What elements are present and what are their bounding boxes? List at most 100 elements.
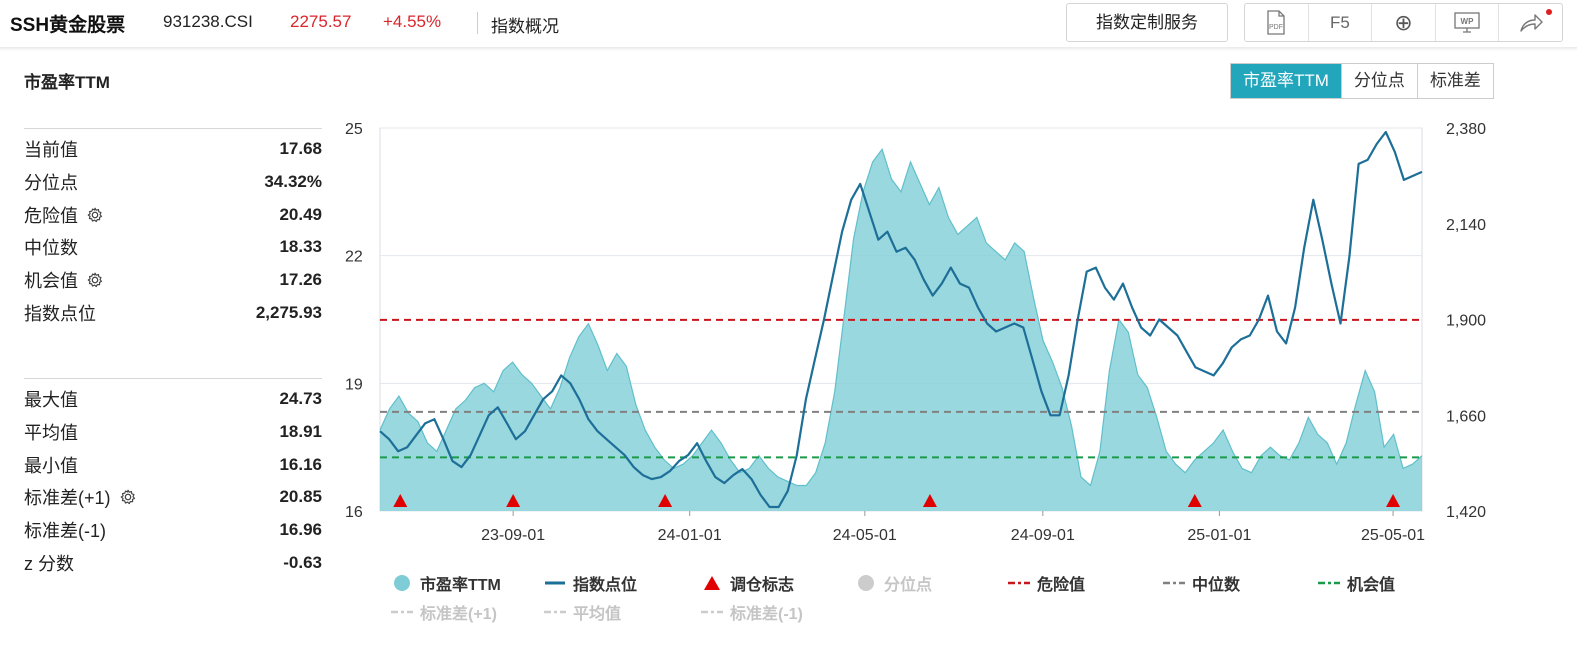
share-icon[interactable] (1499, 4, 1562, 41)
header-shadow (0, 47, 1577, 51)
y-left-tick-label: 16 (345, 504, 363, 521)
stat-value: 24.73 (279, 389, 322, 409)
stat-label: 指数点位 (24, 303, 96, 324)
metric-tabs: 市盈率TTM 分位点 标准差 (1230, 63, 1494, 99)
legend-item[interactable]: 平均值 (543, 600, 700, 624)
stat-label: 最大值 (24, 390, 78, 411)
index-price: 2275.57 (290, 12, 352, 31)
rebalance-marker (1187, 494, 1202, 507)
stat-label: 最小值 (24, 455, 78, 476)
legend-label: 中位数 (1192, 577, 1241, 594)
custom-service-button[interactable]: 指数定制服务 (1066, 3, 1228, 42)
legend-label: 平均值 (573, 606, 622, 623)
legend-row-2: 标准差(+1) 平均值 标准差(-1) (390, 600, 854, 624)
legend-circle-icon (858, 575, 874, 591)
stat-label: z 分数 (24, 553, 75, 574)
current-stats: 当前值 17.68 分位点 34.32% 危险值 20.49 中位数 18.33 机会值 17.2… (24, 128, 322, 329)
gear-icon[interactable] (86, 271, 104, 289)
stat-value: 16.96 (279, 520, 322, 540)
legend-line-icon (545, 581, 565, 585)
y-right-tick-label: 2,380 (1446, 121, 1486, 138)
legend-label: 机会值 (1347, 577, 1396, 594)
header-divider (477, 12, 478, 34)
legend-triangle-icon (704, 576, 720, 590)
tab-2[interactable]: 标准差 (1417, 64, 1493, 98)
legend-label: 标准差(+1) (420, 606, 497, 623)
panel-title: 市盈率TTM (24, 73, 110, 92)
legend-item[interactable]: 中位数 (1162, 571, 1317, 595)
stat-row: 当前值 17.68 (24, 133, 322, 166)
legend-dash-icon (1008, 581, 1030, 585)
stat-row: 中位数 18.33 (24, 231, 322, 264)
stat-value: -0.63 (283, 552, 322, 572)
stat-label: 机会值 (24, 267, 104, 293)
rebalance-marker (506, 494, 521, 507)
stat-label: 标准差(-1) (24, 521, 106, 542)
stat-value: 17.68 (279, 139, 322, 159)
legend-dash-icon (544, 610, 566, 614)
y-left-tick-label: 19 (345, 376, 363, 393)
pdf-icon-label: PDF (1269, 24, 1283, 31)
gear-icon[interactable] (86, 206, 104, 224)
stat-value: 18.33 (279, 237, 322, 257)
index-change: +4.55% (383, 12, 442, 31)
stat-row: z 分数 -0.63 (24, 546, 322, 579)
tab-1[interactable]: 分位点 (1341, 64, 1418, 98)
legend-item[interactable]: 调仓标志 (700, 571, 854, 595)
stat-row: 分位点 34.32% (24, 166, 322, 199)
pdf-icon[interactable]: PDF (1245, 4, 1309, 41)
legend-item[interactable]: 分位点 (854, 571, 1007, 595)
stat-label: 中位数 (24, 238, 78, 259)
add-icon[interactable]: ⊕ (1372, 4, 1436, 41)
gear-icon[interactable] (119, 488, 137, 506)
stat-label: 当前值 (24, 140, 78, 161)
x-tick-label: 23-09-01 (481, 527, 545, 544)
legend-item[interactable]: 市盈率TTM (390, 571, 543, 595)
legend-label: 危险值 (1037, 577, 1086, 594)
rebalance-marker (1386, 494, 1401, 507)
y-left-tick-label: 25 (345, 121, 363, 138)
legend-row-1: 市盈率TTM 指数点位 调仓标志 分位点 危险值 中位数 机会值 (390, 571, 1447, 595)
legend-item[interactable]: 标准差(+1) (390, 600, 543, 624)
legend-label: 调仓标志 (730, 577, 795, 594)
legend-item[interactable]: 危险值 (1007, 571, 1162, 595)
stat-label: 危险值 (24, 202, 104, 228)
stat-value: 20.85 (279, 487, 322, 507)
x-tick-label: 24-09-01 (1011, 527, 1075, 544)
stat-row: 最小值 16.16 (24, 448, 322, 481)
y-left-tick-label: 22 (345, 249, 363, 266)
toolbar: PDF F5 ⊕ WP (1244, 3, 1563, 42)
tab-0[interactable]: 市盈率TTM (1231, 64, 1342, 98)
stat-value: 20.49 (279, 204, 322, 224)
y-right-tick-label: 2,140 (1446, 217, 1486, 234)
top-bar: SSH黄金股票 931238.CSI 2275.57 +4.55% 指数概况 指… (0, 0, 1577, 48)
stat-row: 平均值 18.91 (24, 416, 322, 449)
legend-item[interactable]: 机会值 (1317, 571, 1447, 595)
x-tick-label: 24-05-01 (833, 527, 897, 544)
legend-label: 分位点 (884, 577, 933, 594)
rebalance-marker (922, 494, 937, 507)
y-right-tick-label: 1,900 (1446, 313, 1486, 330)
stat-value: 34.32% (264, 172, 322, 192)
wp-icon[interactable]: WP (1436, 4, 1500, 41)
x-tick-label: 25-05-01 (1361, 527, 1425, 544)
x-tick-label: 24-01-01 (658, 527, 722, 544)
stats-divider (24, 128, 322, 129)
notification-dot (1545, 9, 1552, 15)
wp-icon-label: WP (1461, 17, 1475, 26)
history-stats: 最大值 24.73 平均值 18.91 最小值 16.16 标准差(+1) 20.85 标准差(… (24, 378, 322, 579)
pe-chart: 16 19 22 25 1,420 1,660 1,900 2,140 2,380 23-09-0… (345, 121, 1486, 544)
stat-label: 分位点 (24, 173, 78, 194)
f5-refresh-button[interactable]: F5 (1309, 4, 1373, 41)
index-line (379, 130, 1423, 509)
legend-item[interactable]: 标准差(-1) (700, 600, 854, 624)
x-tick-label: 25-01-01 (1187, 527, 1251, 544)
y-right-tick-label: 1,660 (1446, 408, 1486, 425)
stats-divider (24, 378, 322, 379)
stat-row: 标准差(+1) 20.85 (24, 481, 322, 514)
legend-dash-icon (1163, 581, 1185, 585)
stat-row: 标准差(-1) 16.96 (24, 514, 322, 547)
legend-item[interactable]: 指数点位 (543, 571, 700, 595)
stat-row: 机会值 17.26 (24, 264, 322, 297)
stat-label: 标准差(+1) (24, 484, 137, 510)
